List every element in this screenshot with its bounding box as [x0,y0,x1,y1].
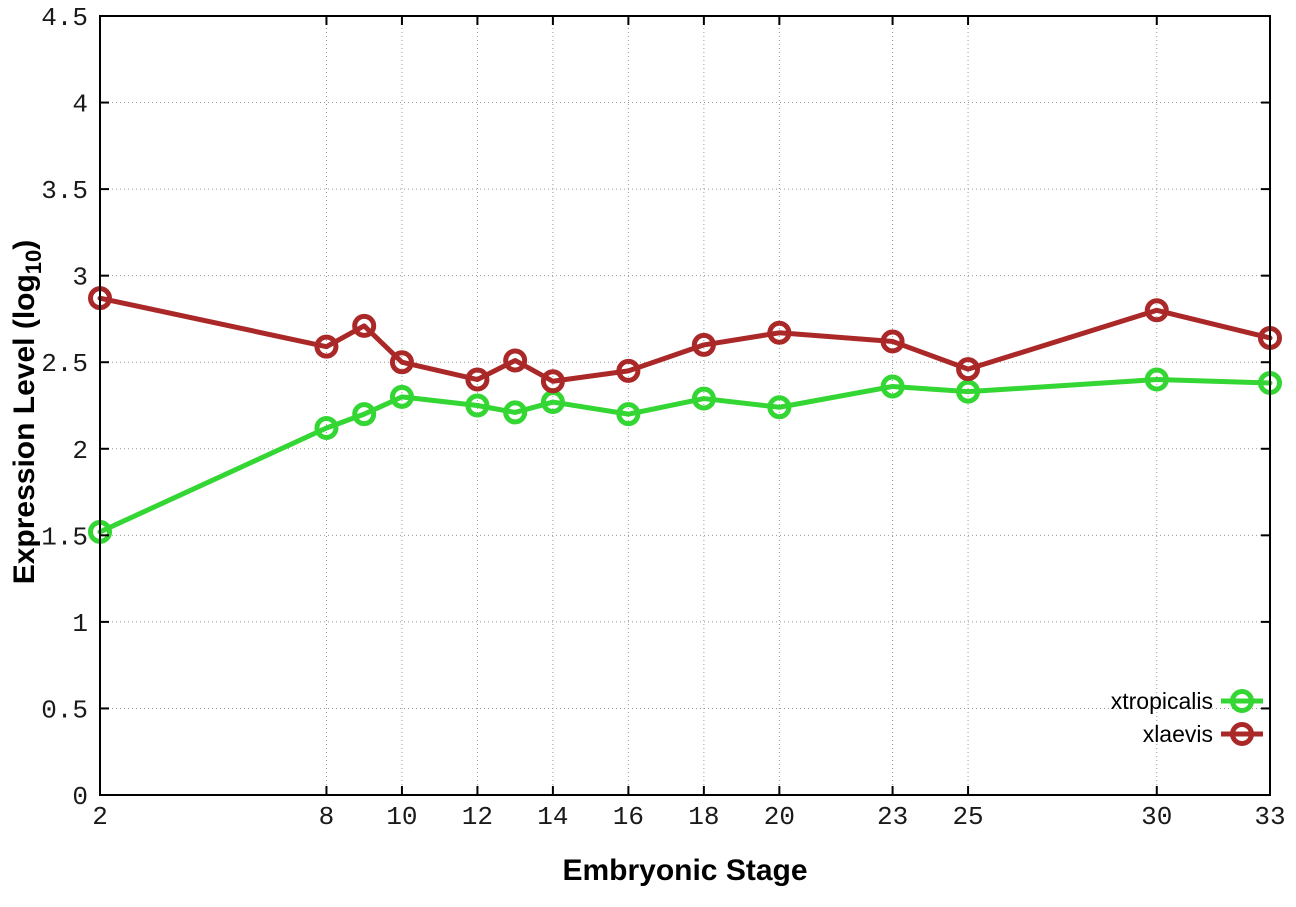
data-point-xtropicalis [465,393,490,418]
x-tick-label: 20 [764,802,795,832]
data-point-xlaevis [540,369,565,394]
data-point-xtropicalis [956,379,981,404]
y-axis-title: Expression Level (log10) [8,240,46,585]
y-axis-title-suffix: ) [8,240,41,250]
y-tick-label: 0 [72,782,88,812]
y-tick-label: 4 [72,90,88,120]
y-tick-label: 1.5 [41,522,88,552]
data-point-xlaevis [389,350,414,375]
x-tick-label: 10 [386,802,417,832]
data-point-xtropicalis [880,374,905,399]
data-point-xtropicalis [352,402,377,427]
series-line-xtropicalis [97,377,1273,535]
data-point-xlaevis [314,334,339,359]
data-point-xtropicalis [503,400,528,425]
legend-label-xtropicalis: xtropicalis [1111,688,1213,714]
data-point-xlaevis [767,320,792,345]
legend-entry-xlaevis: xlaevis [1143,721,1263,747]
legend-label-xlaevis: xlaevis [1143,721,1213,747]
data-point-xlaevis [1144,298,1169,323]
legend-marker-xlaevis [1230,722,1254,746]
y-tick-label: 2 [72,436,88,466]
x-tick-label: 18 [688,802,719,832]
y-tick-label: 4.5 [41,3,88,33]
x-tick-label: 12 [462,802,493,832]
x-tick-label: 25 [952,802,983,832]
x-tick-label: 14 [537,802,568,832]
series-line-xlaevis [97,295,1273,384]
x-tick-label: 2 [92,802,108,832]
data-point-xtropicalis [1144,367,1169,392]
y-tick-label: 2.5 [41,349,88,379]
tick-label-layer: 2 8 10 12 14 16 18 20 23 25 30 33 0 0.5 1 1.5 2 2.5 3 3.5 4 4… [41,3,1285,832]
data-point-xlaevis [616,358,641,383]
data-point-xtropicalis [691,386,716,411]
legend: xtropicalis xlaevis [1111,688,1263,747]
tick-layer [99,15,1271,796]
data-point-xlaevis [352,313,377,338]
data-point-xlaevis [880,329,905,354]
data-point-xlaevis [465,367,490,392]
data-point-xtropicalis [389,384,414,409]
plot-border [99,15,1271,796]
data-point-xtropicalis [767,395,792,420]
y-tick-label: 0.5 [41,695,88,725]
data-point-xtropicalis [314,416,339,441]
y-axis-title-subscript: 10 [21,250,46,274]
data-point-xlaevis [503,348,528,373]
x-tick-label: 16 [613,802,644,832]
data-point-xlaevis [956,357,981,382]
grid-layer [100,15,1271,795]
legend-marker-xtropicalis [1230,689,1254,713]
y-tick-label: 1 [72,609,88,639]
x-tick-label: 33 [1254,802,1285,832]
data-point-xtropicalis [616,402,641,427]
legend-entry-xtropicalis: xtropicalis [1111,688,1263,714]
x-axis-title: Embryonic Stage [562,854,807,887]
x-tick-label: 23 [877,802,908,832]
y-tick-label: 3 [72,263,88,293]
y-axis-title-prefix: Expression Level (log [8,274,41,584]
data-point-xlaevis [691,332,716,357]
y-tick-label: 3.5 [41,176,88,206]
series-layer [88,286,1282,544]
x-tick-label: 30 [1141,802,1172,832]
x-tick-label: 8 [319,802,335,832]
